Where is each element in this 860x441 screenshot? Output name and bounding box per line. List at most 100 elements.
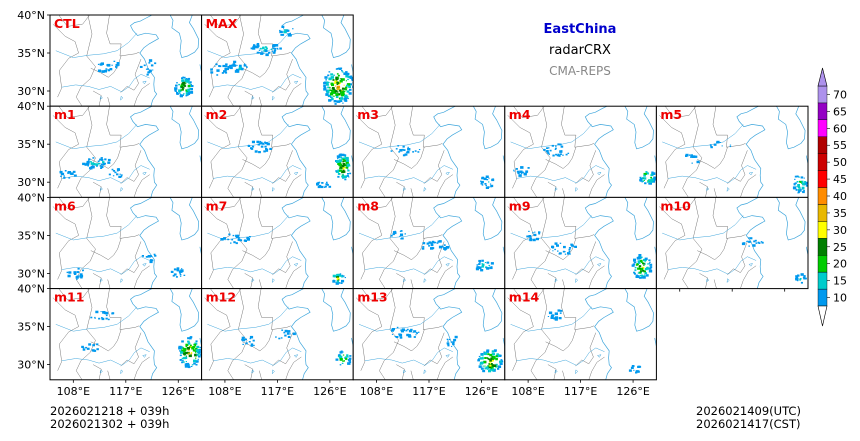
echo-cell (716, 140, 720, 144)
echo-cell (534, 231, 536, 233)
echo-cell (485, 175, 489, 178)
echo-cell (229, 66, 233, 70)
echo-cell (652, 172, 656, 175)
echo-cell (188, 354, 192, 358)
echo-cell (103, 69, 107, 73)
echo-cell (447, 340, 449, 342)
yellow-river (358, 124, 441, 150)
echo-cell (486, 179, 489, 181)
echo-cell (188, 92, 190, 94)
echo-cell (339, 166, 342, 169)
province-boundary (409, 288, 443, 330)
colorbar-segment (817, 204, 828, 222)
province-boundary (410, 370, 414, 380)
echo-cell (275, 44, 279, 47)
echo-cell (559, 150, 563, 153)
echo-cell (482, 356, 484, 358)
echo-cell (174, 87, 178, 90)
echo-cell (481, 354, 484, 356)
panel-m6: m6 (47, 196, 203, 290)
yellow-river (358, 306, 441, 332)
echo-cell (719, 142, 721, 143)
echo-cell (345, 71, 348, 74)
echo-cell (79, 273, 83, 276)
province-boundary (697, 238, 728, 260)
echo-cell (253, 44, 256, 46)
echo-cell (318, 181, 321, 183)
province-boundary (120, 332, 142, 367)
echo-cell (634, 266, 637, 269)
echo-cell (521, 173, 523, 175)
panel-m11: m11 (47, 288, 203, 383)
echo-cell (82, 162, 86, 166)
echo-cell (148, 71, 151, 74)
echo-cell (327, 74, 330, 77)
echo-cell (480, 180, 484, 184)
echo-cell (636, 256, 640, 260)
japan-coastline (654, 155, 657, 177)
echo-cell (403, 149, 406, 151)
echo-cell (172, 274, 175, 277)
yellow-river (207, 124, 289, 150)
echo-cell (650, 180, 653, 183)
echo-cell (70, 172, 74, 175)
korea-coastline (169, 15, 200, 59)
echo-cell (551, 144, 554, 147)
echo-cell (341, 157, 344, 160)
echo-cell (342, 160, 345, 163)
echo-cell (243, 64, 247, 67)
echo-cell (336, 73, 339, 75)
echo-cell (647, 181, 649, 183)
lake (271, 369, 275, 375)
echo-cell (637, 261, 641, 264)
x-tick-label: 108°E (208, 385, 241, 398)
echo-cell (92, 344, 95, 347)
echo-cell (692, 155, 696, 158)
echo-cell (292, 332, 296, 336)
echo-cell (223, 70, 225, 72)
echo-cell (331, 96, 334, 98)
echo-cell (76, 271, 80, 273)
echo-cell (348, 88, 352, 91)
echo-cell (225, 63, 228, 66)
echo-cell (476, 264, 479, 266)
panel-m10: m10 (655, 196, 809, 292)
echo-cell (642, 180, 644, 182)
echo-cell (347, 78, 349, 81)
echo-cell (180, 351, 184, 354)
echo-cell (79, 274, 83, 277)
echo-cell (68, 271, 72, 274)
echo-cell (344, 96, 348, 99)
echo-cell (199, 346, 202, 349)
province-boundary (561, 288, 595, 330)
echo-cell (345, 161, 349, 165)
echo-cell (325, 79, 327, 81)
echo-cell (328, 81, 330, 83)
echo-cell (406, 328, 409, 331)
echo-cell (185, 92, 189, 95)
echo-cell (336, 83, 339, 85)
echo-cell (240, 67, 244, 71)
echo-cell (413, 330, 417, 333)
echo-cell (341, 274, 343, 277)
echo-cell (73, 273, 77, 275)
echo-cell (187, 337, 190, 340)
echo-cell (343, 166, 346, 169)
colorbar-segment (817, 102, 828, 121)
echo-cell (323, 87, 327, 91)
echo-cell (145, 256, 148, 258)
province-boundary (410, 188, 414, 198)
echo-cell (82, 347, 85, 349)
province-boundary (659, 206, 686, 280)
korea-coastline (472, 197, 503, 241)
echo-cell (520, 166, 524, 169)
province-boundary (272, 332, 293, 367)
echo-cell (349, 355, 352, 357)
echo-cell (797, 191, 800, 194)
echo-cell (412, 151, 414, 153)
province-boundary (257, 288, 291, 330)
echo-cell (400, 329, 405, 333)
echo-cell (90, 162, 94, 165)
echo-cell (800, 281, 803, 284)
province-boundary (530, 197, 551, 289)
